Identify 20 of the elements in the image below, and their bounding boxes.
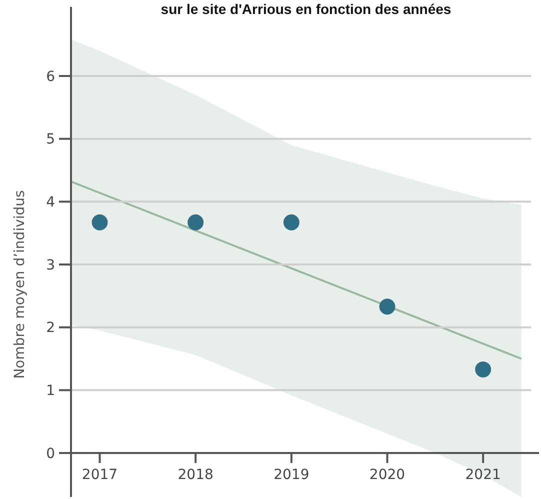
y-tick-label: 2 [46, 320, 55, 336]
line-series [70, 180, 522, 360]
x-tick-label: 2017 [82, 467, 118, 483]
point [92, 214, 108, 230]
y-axis-title: Nombre moyen d’individus [12, 190, 28, 379]
x-tick-label: 2021 [465, 467, 501, 483]
x-tick-label: 2019 [274, 467, 310, 483]
y-tick-label: 0 [46, 446, 55, 462]
y-tick-label: 1 [46, 383, 55, 400]
y-tick-label: 6 [46, 68, 56, 85]
x-tick-label: 2020 [369, 467, 406, 483]
y-tick-label: 3 [46, 257, 55, 274]
point [283, 214, 300, 230]
x-tick-label: 2018 [178, 467, 214, 483]
y-tick-label: 5 [46, 132, 55, 148]
chart-title: sur le site d'Arrious en fonction des années [160, 0, 452, 17]
point [475, 361, 492, 378]
point [188, 214, 204, 230]
y-tick-label: 4 [46, 194, 56, 211]
point [379, 298, 396, 315]
